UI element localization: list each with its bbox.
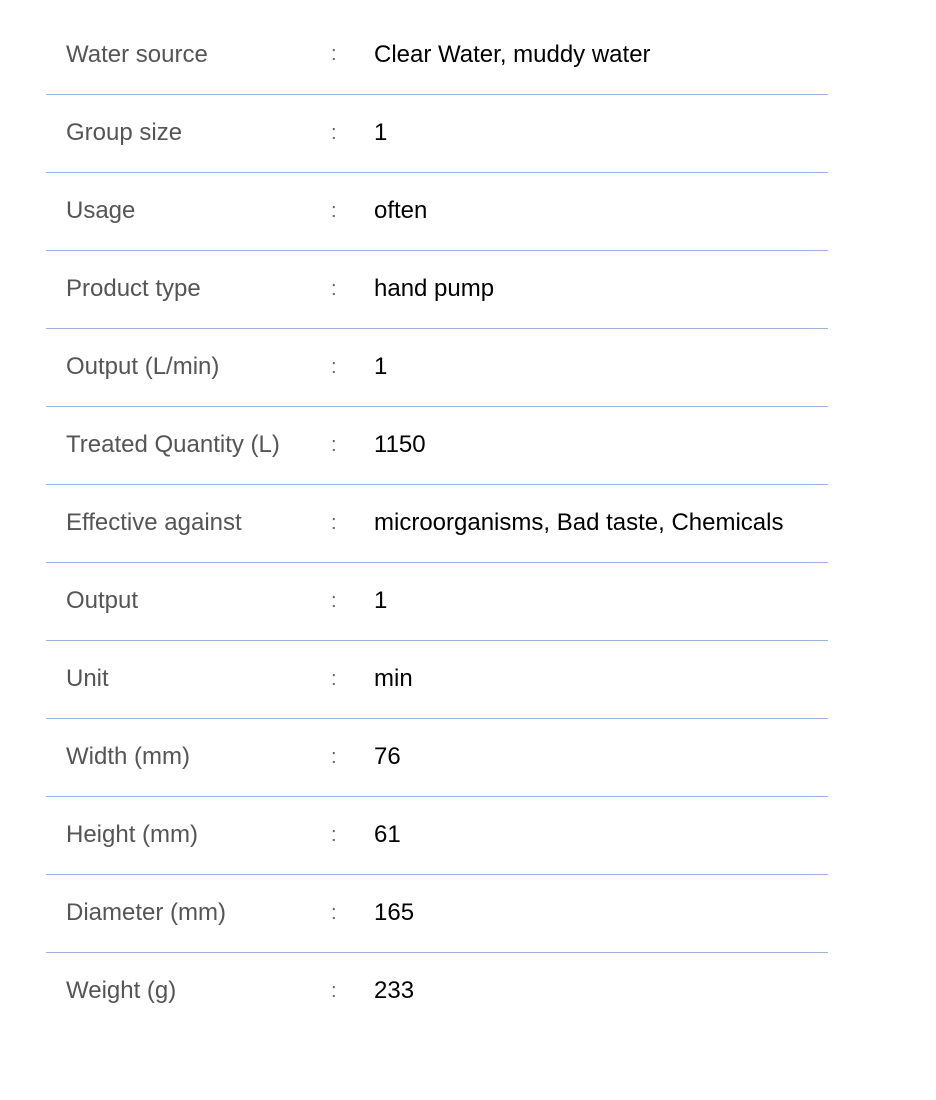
spec-label: Water source <box>46 16 331 95</box>
spec-row: Height (mm):61 <box>46 796 828 875</box>
separator: : <box>331 640 374 719</box>
spec-label: Group size <box>46 94 331 173</box>
separator: : <box>331 16 374 95</box>
separator: : <box>331 796 374 875</box>
spec-row: Unit: min <box>46 640 828 719</box>
spec-value: often <box>374 172 828 251</box>
spec-row: Weight (g): 233 <box>46 952 828 1030</box>
separator: : <box>331 979 337 1002</box>
spec-label: Effective against <box>46 484 331 563</box>
spec-label: Unit <box>46 640 331 719</box>
spec-label: Product type <box>46 250 331 329</box>
spec-value: hand pump <box>374 250 828 329</box>
spec-label: Height (mm) <box>46 796 331 875</box>
spec-label: Usage <box>46 172 331 251</box>
spec-row: Treated Quantity (L):1150 <box>46 406 828 485</box>
separator: : <box>331 328 374 407</box>
spec-row: Water source: Clear Water, muddy water <box>46 16 828 95</box>
spec-value: min <box>374 640 828 719</box>
separator: : <box>331 94 374 173</box>
spec-label: Output (L/min) <box>46 328 331 407</box>
spec-value: 1 <box>374 562 828 641</box>
spec-value: 76 <box>374 718 828 797</box>
spec-label: Output <box>46 562 331 641</box>
separator: : <box>331 562 374 641</box>
separator: : <box>331 484 374 563</box>
spec-row: Group size:1 <box>46 94 828 173</box>
spec-row: Diameter (mm):165 <box>46 874 828 953</box>
spec-value: 165 <box>374 874 828 953</box>
spec-row: Output (L/min):1 <box>46 328 828 407</box>
spec-value: 1150 <box>374 406 828 485</box>
spec-row: Usage: often <box>46 172 828 251</box>
separator: : <box>331 406 374 485</box>
product-specs-table: Water source: Clear Water, muddy water Gro… <box>46 16 828 1030</box>
spec-value: 61 <box>374 796 828 875</box>
spec-row: Width (mm):76 <box>46 718 828 797</box>
spec-row: Product type: hand pump <box>46 250 828 329</box>
spec-value: Clear Water, muddy water <box>374 16 828 95</box>
spec-value: 1 <box>374 94 828 173</box>
spec-label: Width (mm) <box>46 718 331 797</box>
separator: : <box>331 172 374 251</box>
separator: : <box>331 874 374 953</box>
separator: : <box>331 250 374 329</box>
spec-value: 1 <box>374 328 828 407</box>
spec-row: Output:1 <box>46 562 828 641</box>
spec-value: 233 <box>374 977 415 1005</box>
spec-label: Weight (g) <box>66 977 177 1005</box>
spec-label: Treated Quantity (L) <box>46 406 331 485</box>
spec-label: Diameter (mm) <box>46 874 331 953</box>
spec-value: microorganisms, Bad taste, Chemicals <box>374 484 828 563</box>
separator: : <box>331 718 374 797</box>
spec-row: Effective against: microorganisms, Bad ta… <box>46 484 828 563</box>
